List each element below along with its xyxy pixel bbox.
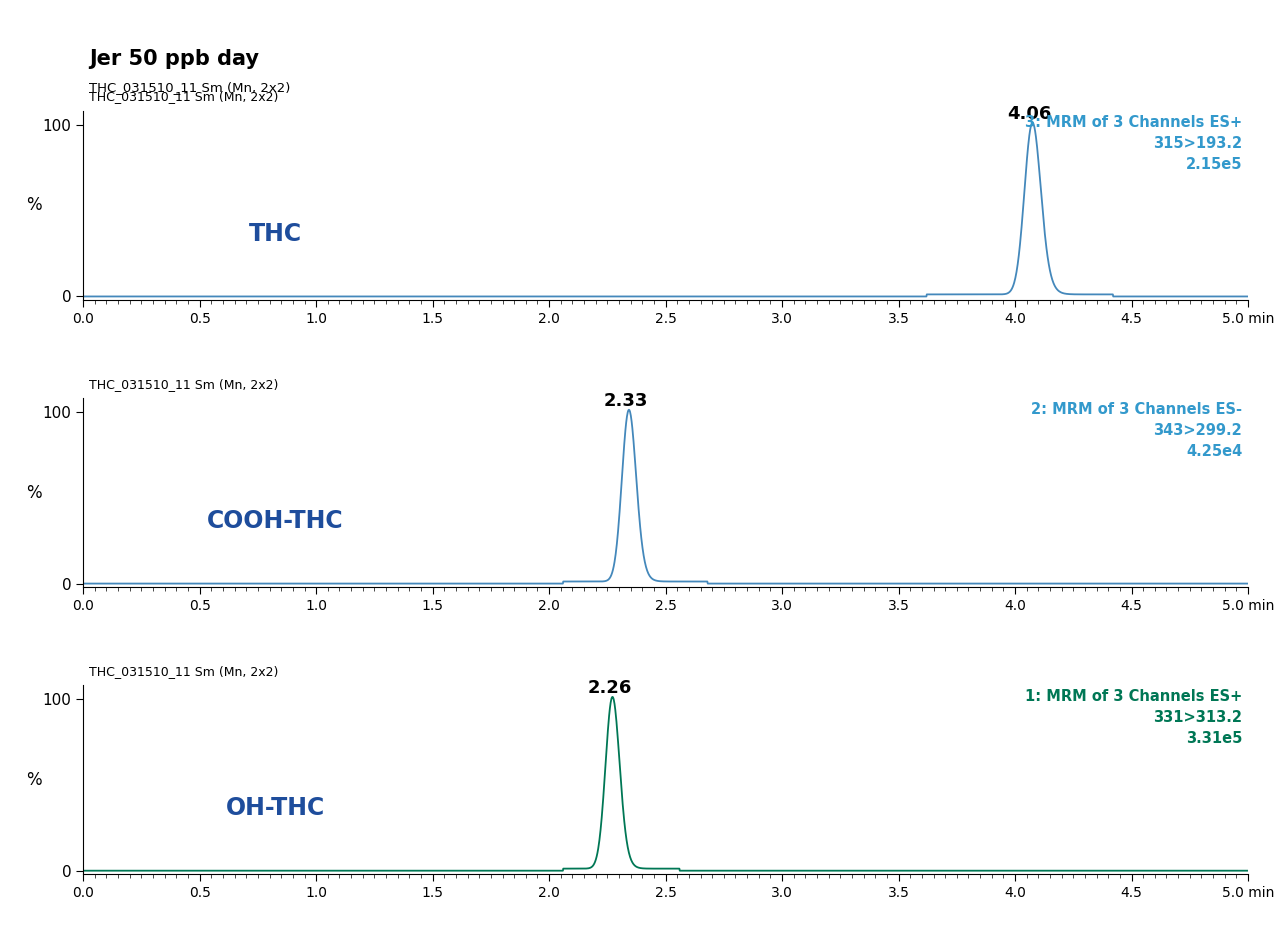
Text: 3: MRM of 3 Channels ES+
315>193.2
2.15e5: 3: MRM of 3 Channels ES+ 315>193.2 2.15e… <box>1025 115 1242 172</box>
Text: THC: THC <box>248 222 302 246</box>
Text: Jer 50 ppb day: Jer 50 ppb day <box>90 49 259 69</box>
Text: OH-THC: OH-THC <box>225 796 325 820</box>
Text: 2.26: 2.26 <box>588 679 632 697</box>
Text: 2.33: 2.33 <box>604 392 648 410</box>
Y-axis label: %: % <box>27 196 42 215</box>
Y-axis label: %: % <box>27 484 42 501</box>
Text: 1: MRM of 3 Channels ES+
331>313.2
3.31e5: 1: MRM of 3 Channels ES+ 331>313.2 3.31e… <box>1025 689 1242 746</box>
Text: 4.06: 4.06 <box>1007 105 1051 123</box>
Text: COOH-THC: COOH-THC <box>207 509 344 533</box>
Y-axis label: %: % <box>27 771 42 789</box>
Text: 2: MRM of 3 Channels ES-
343>299.2
4.25e4: 2: MRM of 3 Channels ES- 343>299.2 4.25e… <box>1032 401 1242 459</box>
Text: THC_031510_11 Sm (Mn, 2x2): THC_031510_11 Sm (Mn, 2x2) <box>90 81 291 94</box>
Text: THC_031510_11 Sm (Mn, 2x2): THC_031510_11 Sm (Mn, 2x2) <box>90 665 278 678</box>
Text: THC_031510_11 Sm (Mn, 2x2): THC_031510_11 Sm (Mn, 2x2) <box>90 377 278 390</box>
Text: THC_031510_11 Sm (Mn, 2x2): THC_031510_11 Sm (Mn, 2x2) <box>90 91 278 104</box>
